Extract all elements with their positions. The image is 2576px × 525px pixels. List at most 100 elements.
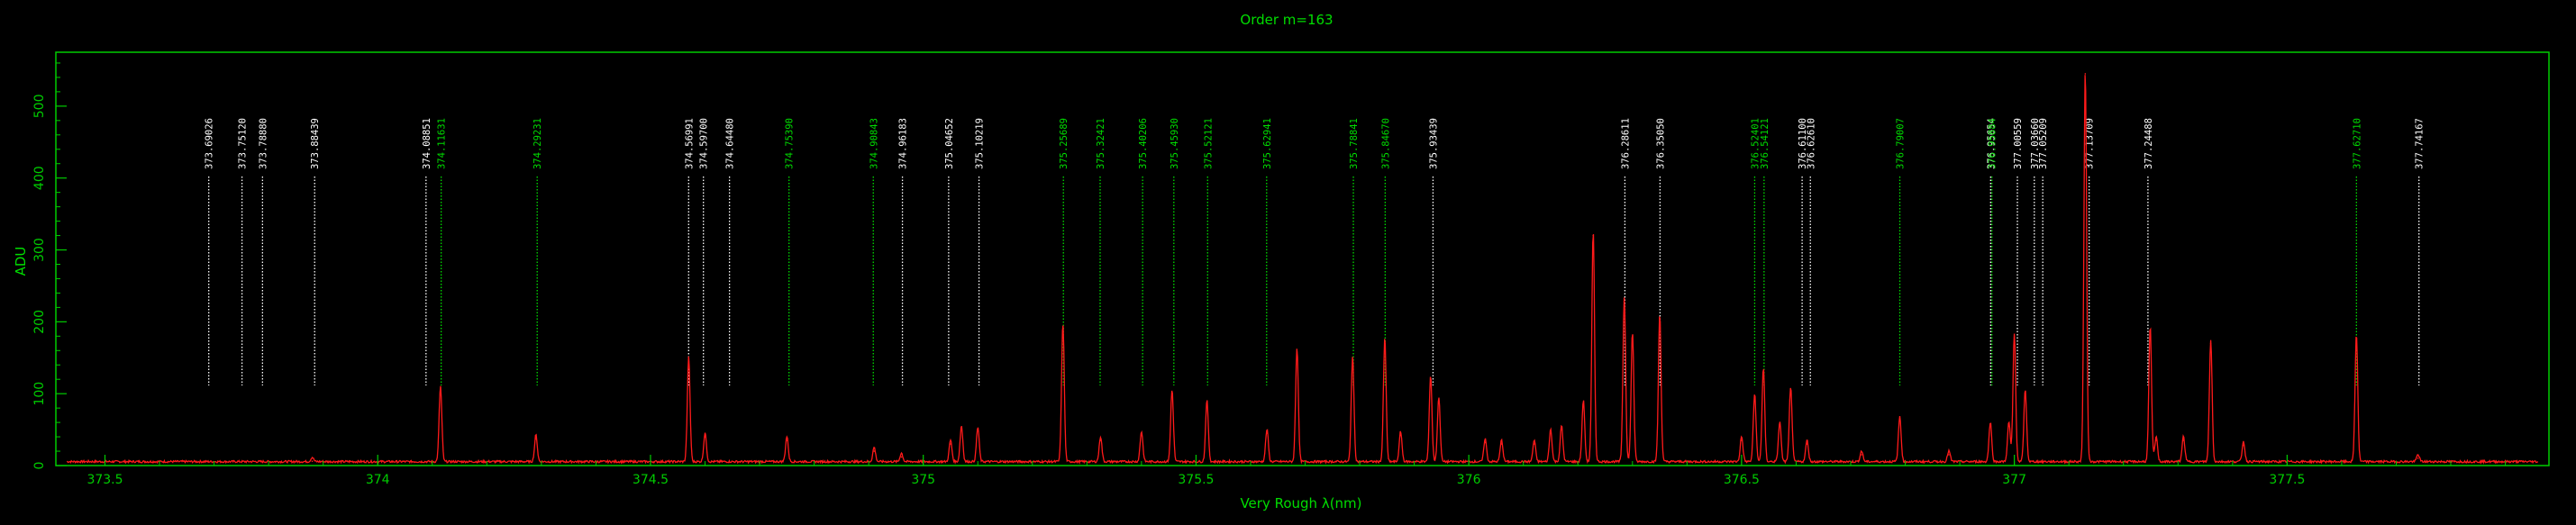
spectrum-peak xyxy=(977,430,979,432)
x-tick-label: 375 xyxy=(911,473,935,487)
spectrum-peak xyxy=(1266,432,1268,434)
spectrum-peak xyxy=(2182,439,2185,441)
line-marker-label: 375.40206 xyxy=(1138,118,1149,169)
line-marker-label: 374.90843 xyxy=(869,118,879,169)
spectrum-peak xyxy=(950,443,951,445)
spectrum-peak xyxy=(535,438,537,440)
x-tick-label: 376 xyxy=(1457,473,1481,487)
line-marker-label: 373.88439 xyxy=(310,118,321,169)
line-marker-label: 376.95654 xyxy=(1986,118,1997,169)
line-marker-label: 377.24488 xyxy=(2144,118,2154,169)
spectrum-peak xyxy=(873,450,876,452)
line-marker-label: 374.64480 xyxy=(725,118,736,169)
line-marker-label: 375.10219 xyxy=(975,118,986,169)
plot-frame xyxy=(55,51,2550,466)
spectrum-peak xyxy=(1061,326,1064,328)
spectrum-peak xyxy=(1429,378,1432,381)
spectrum-peak xyxy=(1170,393,1173,394)
spectrum-line xyxy=(67,75,2539,465)
spectrum-peak xyxy=(1592,234,1595,237)
spectrum-peak xyxy=(1789,389,1792,391)
x-tick-label: 377 xyxy=(2002,473,2026,487)
y-tick-label: 300 xyxy=(32,238,47,262)
spectrum-peak xyxy=(1399,434,1402,437)
spectrum-peak xyxy=(1296,351,1298,353)
line-marker-label: 375.45930 xyxy=(1170,118,1180,169)
spectrum-peak xyxy=(1206,403,1208,405)
line-marker-label: 376.95884 xyxy=(1988,118,1998,169)
line-marker-label: 375.04652 xyxy=(944,118,955,169)
line-marker-label: 374.96183 xyxy=(898,118,909,169)
line-marker-label: 376.35050 xyxy=(1655,118,1666,169)
spectrum-peak xyxy=(687,360,690,363)
spectrum-peak xyxy=(1741,439,1743,441)
line-marker-label: 375.84670 xyxy=(1380,118,1391,169)
spectrum-peak xyxy=(2243,444,2244,447)
spectrum-peak xyxy=(2355,337,2358,339)
line-marker-label: 375.78841 xyxy=(1349,118,1360,169)
line-marker-label: 373.69026 xyxy=(205,118,215,169)
spectrum-layer xyxy=(67,73,2539,465)
spectrum-peak xyxy=(1753,396,1756,398)
spectrum-peak xyxy=(2013,337,2016,339)
spectrum-peak xyxy=(1534,443,1535,445)
spectrum-peak xyxy=(1659,317,1661,320)
spectrum-peak xyxy=(786,439,788,441)
line-marker-label: 375.93439 xyxy=(1428,118,1439,169)
spectrum-peak xyxy=(704,436,706,438)
spectrum-peak xyxy=(1099,439,1102,441)
line-marker-label: 376.54121 xyxy=(1760,118,1770,169)
spectrum-peak xyxy=(2007,425,2010,427)
line-marker-label: 375.32421 xyxy=(1096,118,1106,169)
spectrum-peak xyxy=(2209,342,2212,345)
line-marker-label: 373.75120 xyxy=(238,118,249,169)
spectrum-peak xyxy=(1484,441,1487,444)
line-marker-label: 377.03660 xyxy=(2030,118,2041,169)
line-marker-label: 377.74167 xyxy=(2415,118,2426,169)
x-tick-label: 374.5 xyxy=(633,473,669,487)
spectrum-peak xyxy=(1582,403,1585,405)
x-axis-label: Very Rough λ(nm) xyxy=(1240,495,1361,511)
line-marker-label: 374.75390 xyxy=(785,118,796,169)
x-tick-label: 373.5 xyxy=(86,473,123,487)
line-marker-label: 377.13709 xyxy=(2085,118,2096,169)
y-tick-label: 0 xyxy=(32,462,47,470)
line-marker-label: 374.08851 xyxy=(422,118,432,169)
line-marker-label: 376.28611 xyxy=(1620,118,1631,169)
line-marker-label: 376.62610 xyxy=(1806,118,1816,169)
spectrum-peak xyxy=(1550,432,1552,434)
line-marker-label: 377.05209 xyxy=(2038,118,2049,169)
spectrum-peak xyxy=(1352,358,1354,361)
y-tick-label: 200 xyxy=(32,310,47,334)
line-marker-label: 375.52121 xyxy=(1203,118,1214,169)
spectrum-peak xyxy=(1779,425,1781,427)
spectrum-peak xyxy=(440,389,441,391)
x-tick-label: 376.5 xyxy=(1724,473,1760,487)
spectrum-peak xyxy=(1561,429,1562,430)
spectrum-peak xyxy=(2024,393,2026,394)
spectrum-peak xyxy=(2084,73,2087,75)
line-marker-layer: 373.69026 373.75120 373.78880 373.88439 374.… xyxy=(205,118,2426,385)
spectrum-peak xyxy=(1898,419,1901,421)
line-marker-label: 374.59700 xyxy=(699,118,710,169)
line-marker-label: 373.78880 xyxy=(258,118,269,169)
y-axis-label: ADU xyxy=(13,247,29,276)
spectrum-peak xyxy=(311,460,314,463)
line-marker-label: 377.62710 xyxy=(2352,118,2362,169)
x-tick-label: 374 xyxy=(366,473,390,487)
x-tick-label: 377.5 xyxy=(2269,473,2305,487)
spectrum-peak xyxy=(1861,454,1862,456)
spectrum-peak xyxy=(2149,330,2152,331)
spectrum-peak xyxy=(900,456,903,458)
line-marker-label: 375.25689 xyxy=(1059,118,1070,169)
spectrum-peak xyxy=(960,429,962,430)
line-marker-label: 376.61100 xyxy=(1798,118,1808,169)
y-tick-label: 500 xyxy=(32,95,47,119)
line-marker-label: 375.62941 xyxy=(1262,118,1273,169)
spectrum-peak xyxy=(1806,443,1808,445)
spectrum-peak xyxy=(1762,371,1764,374)
axis-layer: 373.5 374 374.5 375 375.5 376 376.5 377 377.5 0 10… xyxy=(32,62,2507,487)
line-marker-label: 376.52401 xyxy=(1750,118,1761,169)
